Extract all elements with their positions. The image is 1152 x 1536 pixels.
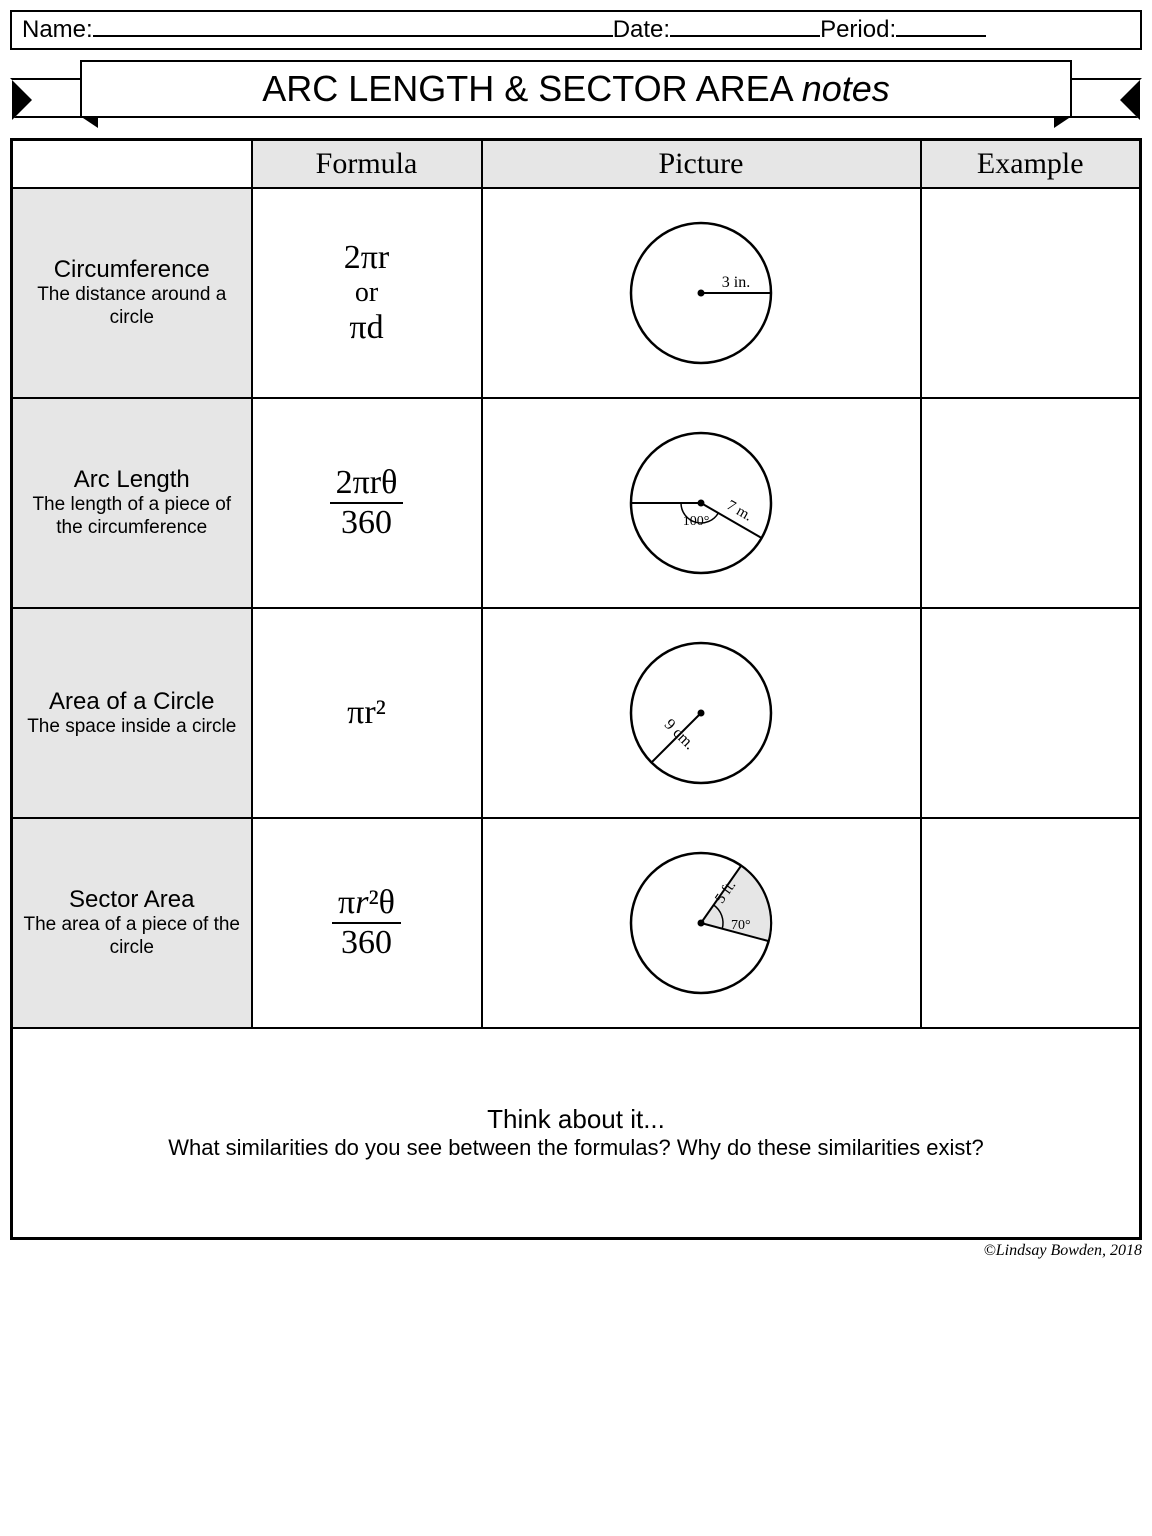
definition: The area of a piece of the circle	[21, 914, 243, 960]
svg-text:7 m.: 7 m.	[724, 497, 755, 524]
fold-left	[80, 116, 98, 128]
date-label: Date:	[613, 16, 670, 44]
title-banner: ARC LENGTH & SECTOR AREA notes	[10, 60, 1142, 130]
table-row: Area of a CircleThe space inside a circl…	[12, 608, 1141, 818]
think-question: What similarities do you see between the…	[25, 1135, 1127, 1161]
picture-cell: 5 ft.70°	[482, 818, 921, 1028]
info-header: Name: Date: Period:	[10, 10, 1142, 50]
banner-title: ARC LENGTH & SECTOR AREA notes	[80, 60, 1072, 118]
table-row: CircumferenceThe distance around a circl…	[12, 188, 1141, 398]
title-cursive: notes	[802, 68, 890, 109]
picture-cell: 3 in.	[482, 188, 921, 398]
svg-text:70°: 70°	[731, 918, 751, 933]
example-cell[interactable]	[921, 608, 1141, 818]
circle-diagram: 9 cm.	[601, 623, 801, 803]
example-cell[interactable]	[921, 398, 1141, 608]
col-picture: Picture	[482, 140, 921, 189]
term: Arc Length	[21, 466, 243, 494]
svg-text:100°: 100°	[683, 514, 710, 529]
circle-diagram: 5 ft.70°	[601, 833, 801, 1013]
period-label: Period:	[820, 16, 896, 44]
row-header: Area of a CircleThe space inside a circl…	[12, 608, 252, 818]
term: Area of a Circle	[21, 688, 243, 716]
row-header: Sector AreaThe area of a piece of the ci…	[12, 818, 252, 1028]
fold-right	[1054, 116, 1072, 128]
definition: The distance around a circle	[21, 284, 243, 330]
circle-diagram: 3 in.	[601, 203, 801, 383]
date-blank[interactable]	[670, 19, 820, 37]
think-cell: Think about it...What similarities do yo…	[12, 1028, 1141, 1238]
formula-cell: 2πrθ360	[252, 398, 482, 608]
circle-diagram: 7 m. 100°	[601, 413, 801, 593]
title-main: ARC LENGTH & SECTOR AREA	[262, 68, 801, 109]
example-cell[interactable]	[921, 188, 1141, 398]
term: Sector Area	[21, 886, 243, 914]
row-header: Arc LengthThe length of a piece of the c…	[12, 398, 252, 608]
col-example: Example	[921, 140, 1141, 189]
copyright: ©Lindsay Bowden, 2018	[10, 1242, 1142, 1260]
name-blank[interactable]	[93, 19, 613, 37]
formula-cell: 2πrorπd	[252, 188, 482, 398]
name-label: Name:	[22, 16, 93, 44]
table-row: Sector AreaThe area of a piece of the ci…	[12, 818, 1141, 1028]
think-title: Think about it...	[25, 1104, 1127, 1135]
formula-cell: πr²	[252, 608, 482, 818]
definition: The space inside a circle	[21, 716, 243, 739]
picture-cell: 7 m. 100°	[482, 398, 921, 608]
period-blank[interactable]	[896, 19, 986, 37]
table-row: Arc LengthThe length of a piece of the c…	[12, 398, 1141, 608]
row-header: CircumferenceThe distance around a circl…	[12, 188, 252, 398]
picture-cell: 9 cm.	[482, 608, 921, 818]
example-cell[interactable]	[921, 818, 1141, 1028]
term: Circumference	[21, 256, 243, 284]
formula-cell: πr²θ360	[252, 818, 482, 1028]
svg-text:3 in.: 3 in.	[722, 274, 750, 291]
col-formula: Formula	[252, 140, 482, 189]
header-row: Formula Picture Example	[12, 140, 1141, 189]
col-blank	[12, 140, 252, 189]
definition: The length of a piece of the circumferen…	[21, 494, 243, 540]
think-row: Think about it...What similarities do yo…	[12, 1028, 1141, 1238]
notes-table: Formula Picture Example CircumferenceThe…	[10, 138, 1142, 1240]
